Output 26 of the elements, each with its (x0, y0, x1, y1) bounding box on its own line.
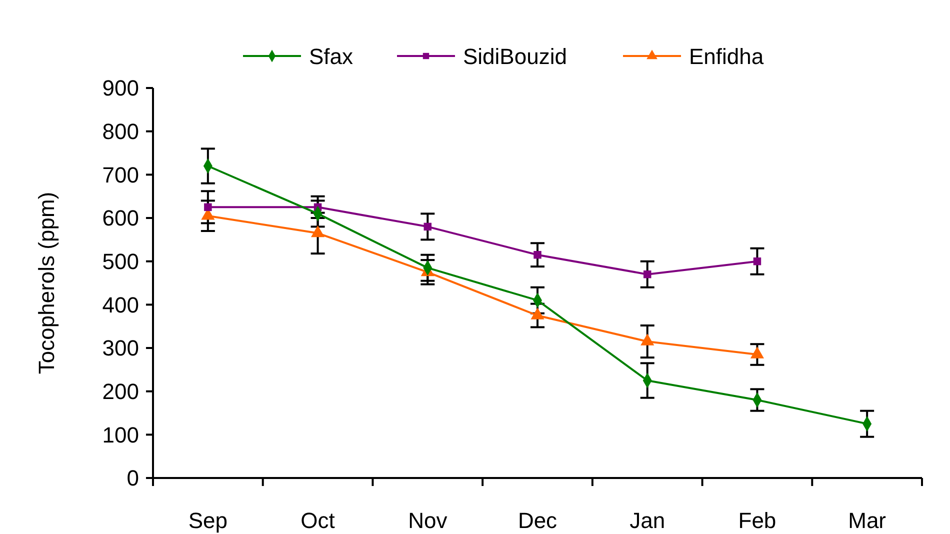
point (534, 250, 542, 259)
x-tick-label: Sep (188, 508, 228, 533)
point (424, 222, 432, 231)
y-tick-label: 700 (102, 162, 139, 188)
y-tick-label: 500 (102, 249, 139, 274)
legend-label: Sfax (309, 44, 354, 69)
y-axis-title: Tocopherols (ppm) (34, 192, 59, 374)
y-tick-label: 200 (102, 379, 139, 404)
x-tick-label: Feb (738, 508, 776, 533)
x-tick-label: Dec (518, 508, 558, 533)
point (204, 203, 212, 212)
point (753, 257, 762, 266)
x-tick-label: Mar (848, 508, 886, 533)
y-tick-label: 400 (102, 292, 139, 318)
y-tick-label: 100 (102, 422, 139, 448)
x-tick-label: Oct (300, 508, 335, 533)
x-tick-label: Nov (408, 508, 448, 533)
y-tick-label: 300 (102, 336, 139, 361)
y-tick-label: 900 (102, 76, 139, 101)
legend-label: Enfidha (689, 44, 764, 69)
x-tick-label: Jan (630, 508, 666, 533)
y-tick-label: 600 (102, 206, 139, 231)
y-tick-label: 800 (102, 119, 139, 144)
point (643, 270, 652, 278)
legend-label: SidiBouzid (463, 44, 567, 69)
y-tick-label: 0 (126, 466, 139, 491)
